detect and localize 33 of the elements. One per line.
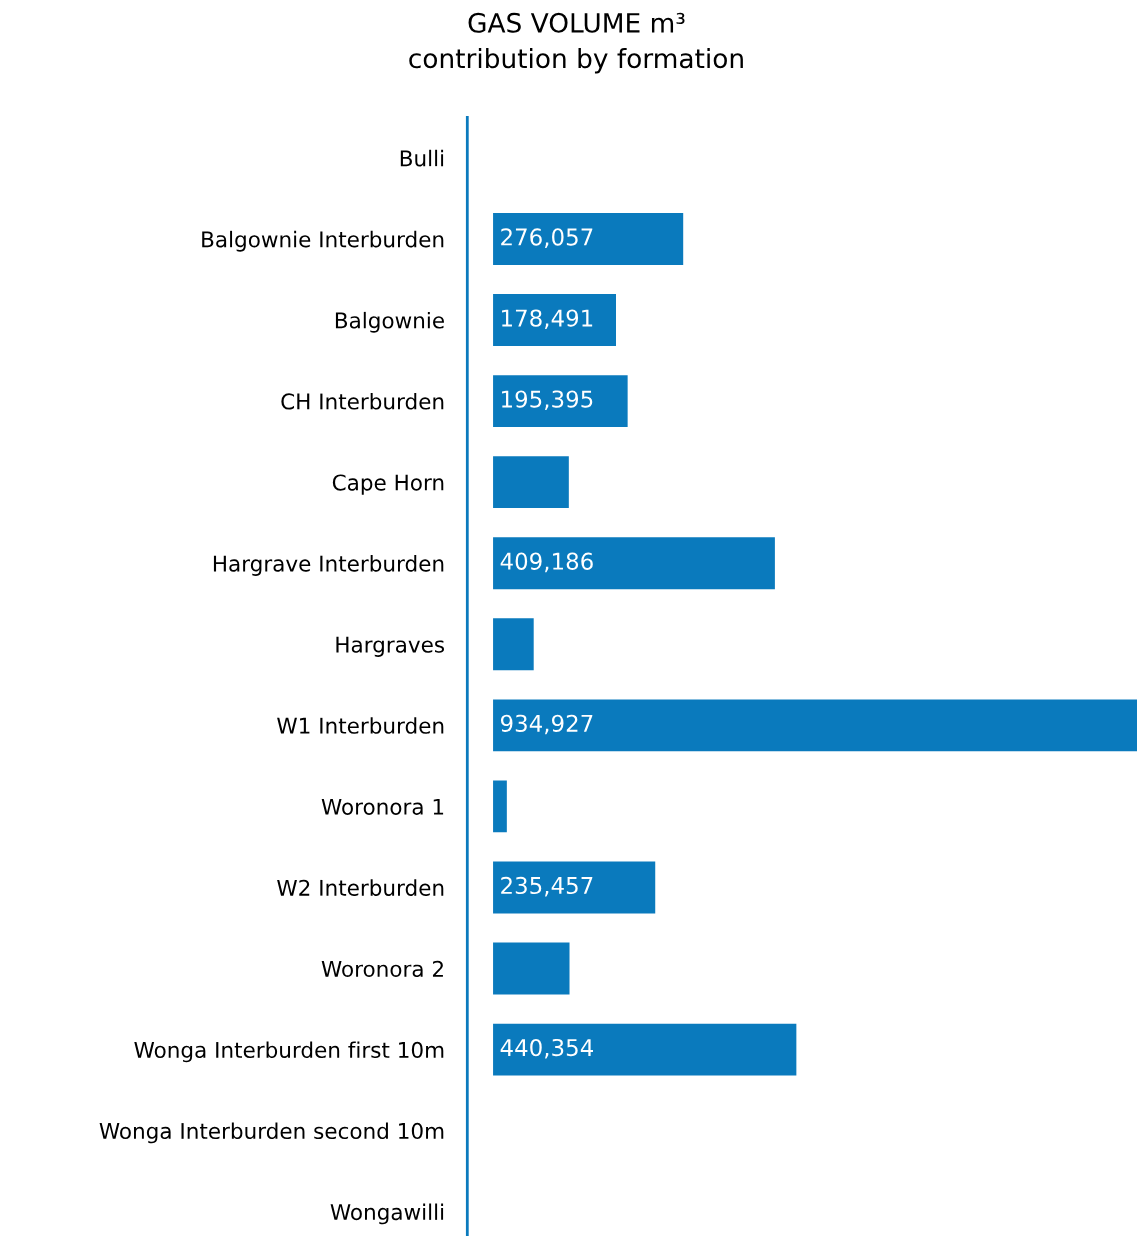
- chart-title: GAS VOLUME m³ contribution by formation: [409, 12, 743, 74]
- y-tick-label: Wonga Interburden first 10m: [134, 1041, 444, 1063]
- bar: [493, 213, 684, 265]
- data-label: 178,491: [502, 309, 593, 330]
- data-label: 276,057: [501, 228, 593, 248]
- bar: [493, 942, 570, 995]
- bar: [493, 456, 569, 509]
- bar: [493, 618, 534, 671]
- y-tick-label: Balgownie Interburden: [202, 230, 444, 252]
- bar: [493, 1023, 797, 1076]
- y-tick-label: Hargraves: [336, 636, 445, 657]
- bar: [493, 294, 616, 346]
- y-tick-label: Hargrave Interburden: [213, 555, 444, 576]
- y-tick-label: Cape Horn: [332, 474, 444, 495]
- data-label: 195,395: [502, 390, 593, 411]
- y-tick-label: Wongawilli: [330, 1203, 444, 1225]
- y-tick-label: Bulli: [400, 149, 444, 167]
- bar: [493, 375, 628, 428]
- data-label: 440,354: [500, 1038, 593, 1059]
- data-label: 934,927: [500, 714, 593, 735]
- y-tick-label: Woronora 2: [321, 960, 443, 977]
- y-tick-label: Wonga Interburden second 10m: [99, 1122, 444, 1144]
- data-label: 409,186: [500, 552, 593, 573]
- y-tick-label: Woronora 1: [321, 798, 444, 815]
- y-tick-label: W2 Interburden: [277, 879, 444, 896]
- y-tick-label: Balgownie: [335, 311, 444, 333]
- bar: [493, 861, 656, 914]
- bar: [493, 699, 1137, 752]
- data-label: 235,457: [501, 876, 593, 897]
- y-tick-label: W1 Interburden: [277, 717, 444, 734]
- bar: [493, 537, 775, 590]
- bar: [493, 780, 507, 833]
- y-tick-label: CH Interburden: [281, 392, 444, 410]
